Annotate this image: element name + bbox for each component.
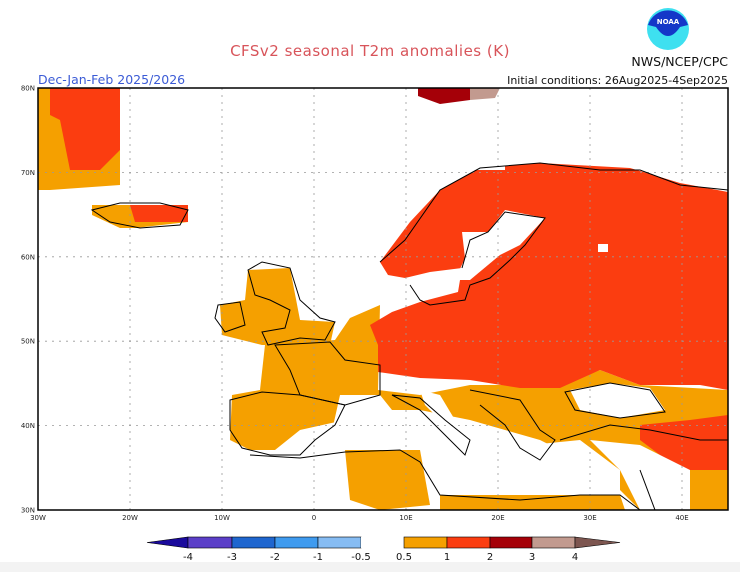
map-frame [37,87,729,511]
coastline [564,382,666,419]
lon-tick-label: 20W [122,514,138,522]
coastline [274,341,381,406]
colorbar-arrow-low [146,536,189,549]
anomaly-region-white [420,390,455,420]
lon-tick-label: 30E [583,514,596,522]
colorbar-segment [446,536,491,549]
coastline [409,211,546,306]
anomaly-region-white [410,125,505,170]
colorbar-label: -0.5 [351,552,371,563]
colorbar-arrow-high [574,536,621,549]
colorbar: -4 -3 -2 -1 -0.5 0.5 1 2 3 4 [146,536,621,563]
coastline [559,424,728,441]
lon-tick-label: 10W [214,514,230,522]
lat-tick-label: 30N [21,507,35,515]
agency-label: NWS/NCEP/CPC [631,54,728,69]
colorbar-label: -4 [183,552,193,563]
colorbar-label: 3 [529,552,535,563]
lat-tick-label: 70N [21,169,35,177]
season-label: Dec-Jan-Feb 2025/2026 [38,72,186,87]
chart-title: CFSv2 seasonal T2m anomalies (K) [230,42,510,60]
anomaly-region-orange [440,495,625,510]
initial-conditions-label: Initial conditions: 26Aug2025-4Sep2025 [507,74,728,87]
colorbar-label: -1 [313,552,323,563]
coastline [469,389,556,461]
coastline [214,301,246,333]
colorbar-segment [317,536,362,549]
lon-tick-label: 0 [312,514,316,522]
colorbar-segment [361,537,404,548]
lon-tick-label: 20E [491,514,504,522]
anomaly-region-tan [470,88,500,100]
lat-tick-label: 50N [21,338,35,346]
coastline [90,202,189,229]
anomaly-region-orange [345,450,430,510]
anomaly-region-white [570,383,665,418]
lat-tick-label: 40N [21,422,35,430]
colorbar-segment [187,536,233,549]
anomaly-region-red [130,205,188,222]
anomaly-region-red [370,163,728,390]
lon-tick-label: 40E [675,514,688,522]
anomaly-region-white [330,395,620,495]
colorbar-label: 4 [572,552,578,563]
anomaly-region-white [598,244,608,252]
anomaly-region-red [50,88,120,170]
footer-bar [0,562,740,572]
anomaly-region-white [455,210,545,280]
coastline [639,469,656,511]
colorbar-segment [531,536,576,549]
colorbar-segment [274,536,319,549]
colorbar-label: -2 [270,552,280,563]
coastline [391,394,471,456]
coastline [379,162,729,263]
noaa-logo: NOAA [647,8,689,50]
lon-tick-label: 10E [399,514,412,522]
lat-tick-label: 80N [21,85,35,93]
colorbar-segment [489,536,533,549]
coastline [249,449,641,511]
lon-tick-label: 30W [30,514,46,522]
colorbar-label: 0.5 [396,552,412,563]
logo-text: NOAA [657,18,680,26]
anomaly-region-white [590,440,690,510]
lat-tick-label: 60N [21,253,35,261]
colorbar-segment [231,536,276,549]
colorbar-segment [403,536,448,549]
anomaly-region-dark-red [418,88,470,104]
colorbar-label: 1 [444,552,450,563]
coastline [229,391,346,456]
coastline [247,261,336,346]
colorbar-label: -3 [227,552,237,563]
colorbar-label: 2 [487,552,493,563]
anomaly-region-orange [220,268,335,345]
